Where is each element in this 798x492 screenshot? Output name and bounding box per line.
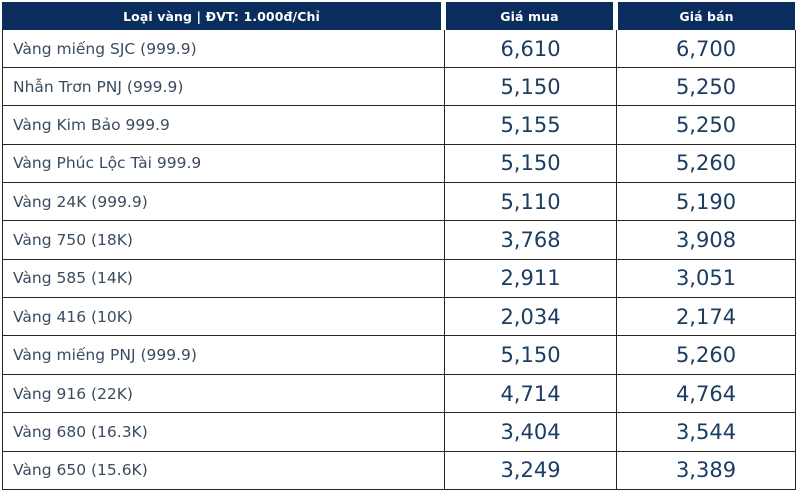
buy-price-cell: 3,768	[444, 220, 617, 260]
header-cell-buy-price: Giá mua	[446, 2, 613, 30]
sell-price-cell: 3,389	[616, 450, 796, 491]
table-row: Vàng miếng SJC (999.9) 6,610 6,700	[2, 30, 796, 69]
buy-price-cell: 3,404	[444, 412, 617, 452]
gold-type-cell: Vàng Kim Bảo 999.9	[2, 105, 445, 145]
table-row: Vàng 680 (16.3K) 3,404 3,544	[2, 412, 796, 452]
table-row: Vàng Phúc Lộc Tài 999.9 5,150 5,260	[2, 143, 796, 184]
gold-type-cell: Vàng miếng PNJ (999.9)	[2, 335, 445, 375]
sell-price-cell: 3,908	[616, 220, 796, 260]
table-row: Vàng 585 (14K) 2,911 3,051	[2, 258, 796, 299]
buy-price-cell: 3,249	[444, 450, 617, 491]
table-row: Vàng 750 (18K) 3,768 3,908	[2, 220, 796, 260]
gold-type-cell: Vàng Phúc Lộc Tài 999.9	[2, 143, 445, 184]
gold-type-cell: Vàng 416 (10K)	[2, 297, 445, 337]
sell-price-cell: 6,700	[616, 30, 796, 69]
buy-price-cell: 6,610	[444, 30, 617, 69]
buy-price-cell: 4,714	[444, 373, 617, 414]
gold-type-cell: Vàng 650 (15.6K)	[2, 450, 445, 491]
table-row: Vàng 416 (10K) 2,034 2,174	[2, 297, 796, 337]
buy-price-cell: 5,150	[444, 335, 617, 375]
gold-type-cell: Vàng 916 (22K)	[2, 373, 445, 414]
sell-price-cell: 2,174	[616, 297, 796, 337]
table-row: Nhẫn Trơn PNJ (999.9) 5,150 5,250	[2, 67, 796, 107]
buy-price-cell: 5,110	[444, 182, 617, 222]
header-cell-gold-type: Loại vàng | ĐVT: 1.000đ/Chỉ	[2, 2, 441, 30]
gold-type-cell: Vàng 24K (999.9)	[2, 182, 445, 222]
table-row: Vàng miếng PNJ (999.9) 5,150 5,260	[2, 335, 796, 375]
gold-type-cell: Nhẫn Trơn PNJ (999.9)	[2, 67, 445, 107]
sell-price-cell: 5,250	[616, 105, 796, 145]
sell-price-cell: 4,764	[616, 373, 796, 414]
gold-type-cell: Vàng 750 (18K)	[2, 220, 445, 260]
sell-price-cell: 5,260	[616, 335, 796, 375]
buy-price-cell: 5,150	[444, 67, 617, 107]
sell-price-cell: 3,051	[616, 258, 796, 299]
sell-price-cell: 5,260	[616, 143, 796, 184]
buy-price-cell: 5,155	[444, 105, 617, 145]
table-row: Vàng 24K (999.9) 5,110 5,190	[2, 182, 796, 222]
table-header-row: Loại vàng | ĐVT: 1.000đ/Chỉ Giá mua Giá …	[2, 2, 795, 30]
table-row: Vàng Kim Bảo 999.9 5,155 5,250	[2, 105, 796, 145]
sell-price-cell: 3,544	[616, 412, 796, 452]
buy-price-cell: 2,034	[444, 297, 617, 337]
sell-price-cell: 5,190	[616, 182, 796, 222]
buy-price-cell: 2,911	[444, 258, 617, 299]
buy-price-cell: 5,150	[444, 143, 617, 184]
gold-type-cell: Vàng 680 (16.3K)	[2, 412, 445, 452]
table-row: Vàng 650 (15.6K) 3,249 3,389	[2, 450, 796, 491]
sell-price-cell: 5,250	[616, 67, 796, 107]
table-body: Vàng miếng SJC (999.9) 6,610 6,700 Nhẫn …	[2, 30, 796, 491]
header-cell-sell-price: Giá bán	[618, 2, 795, 30]
table-body-rows: Vàng miếng SJC (999.9) 6,610 6,700 Nhẫn …	[2, 30, 796, 491]
table-row: Vàng 916 (22K) 4,714 4,764	[2, 373, 796, 414]
gold-type-cell: Vàng 585 (14K)	[2, 258, 445, 299]
gold-type-cell: Vàng miếng SJC (999.9)	[2, 30, 445, 69]
